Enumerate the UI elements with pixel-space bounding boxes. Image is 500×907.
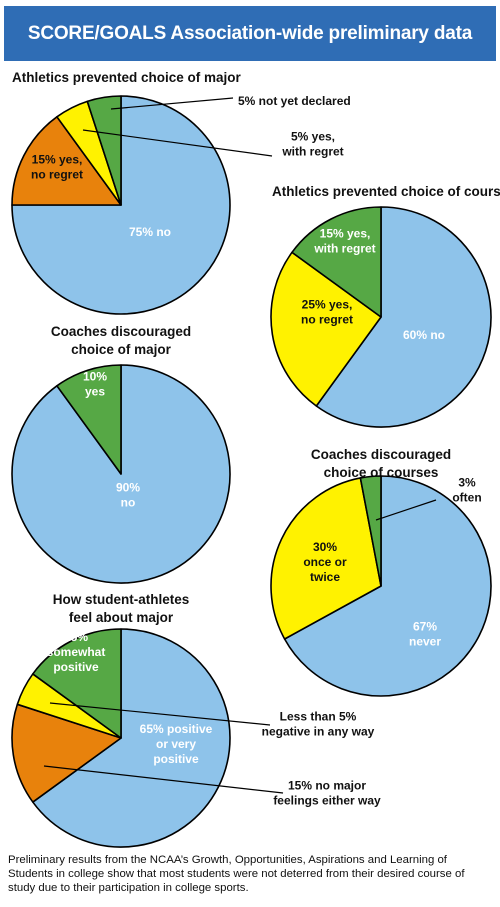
chart-title-line: choice of courses — [324, 465, 439, 480]
pie-slice — [32, 628, 231, 848]
header-banner: SCORE/GOALS Association-wide preliminary… — [0, 0, 500, 65]
slice-label: somewhat — [47, 645, 106, 659]
slice-label: no — [121, 496, 136, 510]
leader-line — [49, 702, 271, 726]
slice-label: 15% no major — [288, 779, 366, 793]
slice-label: with regret — [281, 145, 343, 159]
leader-line — [110, 97, 234, 110]
pie-slice — [11, 116, 122, 206]
pie-slice — [270, 251, 382, 407]
slice-label: positive — [53, 660, 99, 674]
pie-chart-3: Coaches discouraged choice of major 90%no 1… — [11, 324, 231, 584]
pie-slice — [359, 475, 382, 587]
pie-chart-5: How student-athletes feel about major 65% … — [11, 592, 381, 848]
chart-title-line: Coaches discouraged — [51, 324, 191, 339]
chart-title-line: Coaches discouraged — [311, 447, 451, 462]
slice-label: 60% no — [403, 328, 445, 342]
slice-label: 67% — [413, 620, 437, 634]
pie-slice — [11, 364, 231, 584]
pie-slice — [56, 364, 122, 475]
slice-label: yes — [85, 385, 105, 399]
pie-slice — [11, 703, 122, 803]
pie-chart-1: Athletics prevented choice of major 75% n… — [11, 70, 351, 315]
slice-label: positive — [153, 752, 199, 766]
slice-label: no regret — [301, 313, 353, 327]
slice-label: 90% — [116, 481, 140, 495]
chart-title-line: choice of major — [71, 342, 172, 357]
pie-slice — [315, 206, 492, 428]
pie-slice — [86, 95, 122, 206]
slice-label: 10% — [83, 370, 107, 384]
pie-chart-2: Athletics prevented choice of courses 60%… — [270, 184, 500, 428]
slice-label: feelings either way — [273, 794, 381, 808]
slice-label: 30% — [313, 540, 337, 554]
slice-label: never — [409, 635, 441, 649]
caption: Preliminary results from the NCAA’s Grow… — [8, 854, 465, 894]
slice-label: 3% — [458, 476, 476, 490]
slice-label: or very — [156, 737, 196, 751]
page-title: SCORE/GOALS Association-wide preliminary… — [27, 23, 473, 44]
slice-label: 25% yes, — [302, 298, 353, 312]
chart-title-line: Athletics prevented choice of courses — [272, 184, 500, 199]
slice-label: 75% no — [129, 225, 171, 239]
slice-label: 15% yes, — [32, 153, 83, 167]
pie-slice — [291, 206, 382, 318]
pie-slice — [32, 628, 122, 739]
pie-slice — [283, 475, 492, 697]
chart-title-line: Athletics prevented choice of major — [12, 70, 242, 85]
slice-label: 5% not yet declared — [238, 94, 351, 108]
slice-label: twice — [310, 570, 340, 584]
header-bar — [4, 6, 496, 61]
slice-label: often — [452, 491, 481, 505]
pie-slice — [270, 477, 382, 640]
slice-label: no regret — [31, 168, 83, 182]
leader-line — [43, 765, 284, 794]
slice-label: 15% yes, — [320, 227, 371, 241]
slice-label: 65% positive — [140, 722, 213, 736]
slice-label: 15% — [64, 630, 88, 644]
slice-label: 5% yes, — [291, 130, 335, 144]
slice-label: once or — [303, 555, 347, 569]
leader-line — [375, 499, 437, 521]
slice-label: negative in any way — [262, 725, 375, 739]
leader-line — [82, 129, 273, 157]
chart-title-line: feel about major — [69, 610, 174, 625]
slice-label: with regret — [313, 242, 375, 256]
slice-label: Less than 5% — [280, 710, 357, 724]
chart-title-line: How student-athletes — [53, 592, 190, 607]
pie-chart-4: Coaches discouraged choice of courses 67%n… — [270, 447, 492, 697]
